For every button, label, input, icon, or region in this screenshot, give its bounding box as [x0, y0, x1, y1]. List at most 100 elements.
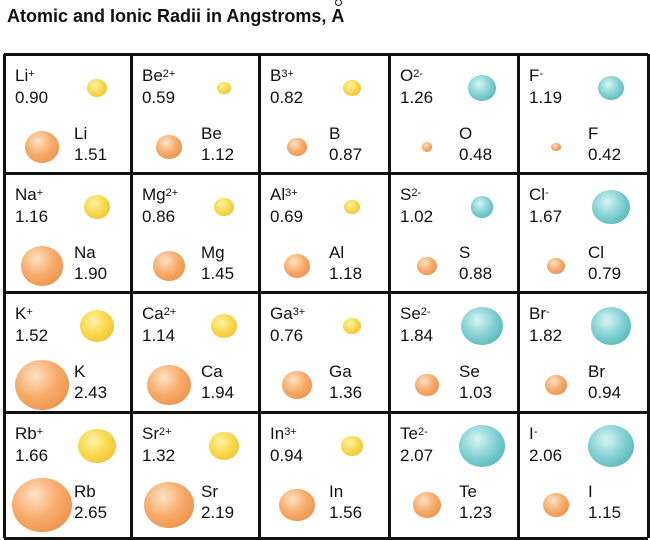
ion-element: In [270, 424, 285, 443]
atom-sphere [415, 374, 439, 396]
atom-sphere [281, 370, 313, 400]
ion-radius-value: 1.26 [400, 88, 434, 107]
ion-element: Br [529, 304, 546, 323]
ion-sphere [458, 424, 506, 468]
ion-symbol: Na+ [15, 185, 43, 205]
ion-charge: 2+ [162, 68, 176, 80]
atom-sphere [144, 482, 194, 528]
element-cell-br: Br- 1.82 Br 0.94 [518, 292, 648, 412]
atom-symbol: In [329, 482, 344, 501]
atom-radius-value: 0.48 [459, 145, 493, 164]
ion-element: Rb [15, 424, 37, 443]
ion-charge: 3+ [284, 426, 297, 438]
ion-charge: 3+ [281, 68, 294, 80]
atom-radius-value: 1.45 [201, 264, 235, 283]
atom-sphere [25, 131, 59, 163]
atom-symbol: Mg [201, 243, 225, 262]
atom-sphere [545, 375, 567, 395]
element-cell-na: Na+ 1.16 Na 1.90 [4, 173, 131, 292]
grid-vline-0 [2, 54, 6, 538]
ion-element: Sr [142, 424, 159, 443]
ion-sphere [214, 198, 234, 216]
element-cell-te: Te2- 2.07 Te 1.23 [389, 412, 518, 538]
ion-symbol: Be2+ [142, 66, 175, 86]
ion-element: Li [15, 66, 29, 85]
grid-hline-3 [4, 410, 648, 414]
atom-radius-value: 1.56 [329, 503, 363, 522]
atom-sphere [156, 135, 182, 159]
element-cell-rb: Rb+ 1.66 Rb 2.65 [4, 412, 131, 538]
ion-symbol: K+ [15, 304, 33, 324]
ion-charge: - [545, 187, 549, 199]
ion-charge: 2- [417, 426, 428, 438]
ion-radius-value: 0.69 [270, 207, 304, 226]
element-cell-i: I- 2.06 I 1.15 [518, 412, 648, 538]
ion-element: Te [400, 424, 418, 443]
ion-radius-value: 2.06 [529, 446, 563, 465]
ion-element: Be [142, 66, 163, 85]
ion-element: Mg [142, 185, 166, 204]
element-cell-be: Be2+ 0.59 Be 1.12 [131, 54, 259, 173]
ion-symbol: Ga3+ [270, 304, 305, 324]
ion-charge: 2- [420, 306, 431, 318]
grid-vline-5 [646, 54, 650, 538]
atom-radius-value: 0.87 [329, 145, 363, 164]
atom-radius-value: 0.88 [459, 264, 493, 283]
ion-symbol: F- [529, 66, 543, 86]
ion-charge: + [36, 426, 44, 438]
ion-radius-value: 1.67 [529, 207, 563, 226]
ion-symbol: Rb+ [15, 424, 43, 444]
ion-charge: 2+ [165, 187, 179, 199]
ion-radius-value: 2.07 [400, 446, 434, 465]
atom-symbol: Sr [201, 482, 218, 501]
element-cell-li: Li+ 0.90 Li 1.51 [4, 54, 131, 173]
ion-element: Ca [142, 304, 164, 323]
ion-charge: - [546, 306, 550, 318]
atom-radius-value: 1.94 [201, 383, 235, 402]
ion-symbol: O2- [400, 66, 423, 86]
ion-sphere [597, 75, 625, 101]
element-cell-k: K+ 1.52 K 2.43 [4, 292, 131, 412]
ion-sphere [590, 307, 632, 345]
atom-radius-value: 1.15 [588, 503, 622, 522]
atom-symbol: I [588, 482, 593, 501]
atom-radius-value: 1.18 [329, 264, 363, 283]
ion-sphere [79, 310, 115, 342]
diagram-title: Atomic and Ionic Radii in Angstroms, A [7, 0, 345, 27]
angstrom-symbol: A [331, 0, 345, 26]
atom-sphere [287, 137, 307, 156]
atom-radius-value: 0.42 [588, 145, 622, 164]
element-cell-sr: Sr2+ 1.32 Sr 2.19 [131, 412, 259, 538]
ion-radius-value: 0.82 [270, 88, 304, 107]
atom-symbol: Na [74, 243, 96, 262]
atom-sphere [421, 142, 433, 152]
ion-radius-value: 0.94 [270, 446, 304, 465]
ion-sphere [587, 424, 635, 468]
ion-sphere [461, 306, 503, 346]
atom-symbol: B [329, 124, 341, 143]
element-cell-o: O2- 1.26 O 0.48 [389, 54, 518, 173]
ion-element: Ga [270, 304, 293, 323]
atom-radius-value: 0.94 [588, 383, 622, 402]
atom-sphere [551, 142, 561, 152]
grid-hline-2 [4, 290, 648, 294]
grid-vline-3 [387, 54, 391, 538]
ion-symbol: Br- [529, 304, 550, 324]
element-cell-in: In3+ 0.94 In 1.56 [259, 412, 389, 538]
atom-sphere [283, 253, 311, 279]
ion-symbol: Al3+ [270, 185, 298, 205]
ion-charge: 2- [411, 187, 422, 199]
ion-sphere [211, 314, 237, 338]
element-cell-b: B3+ 0.82 B 0.87 [259, 54, 389, 173]
ion-symbol: In3+ [270, 424, 297, 444]
ion-element: Al [270, 185, 286, 204]
ion-charge: + [36, 187, 44, 199]
atom-sphere [413, 492, 441, 518]
ion-radius-value: 1.52 [15, 326, 49, 345]
ion-element: O [400, 66, 414, 85]
atom-sphere [417, 256, 437, 276]
ion-radius-value: 1.82 [529, 326, 563, 345]
atom-symbol: S [459, 243, 471, 262]
ion-element: B [270, 66, 282, 85]
